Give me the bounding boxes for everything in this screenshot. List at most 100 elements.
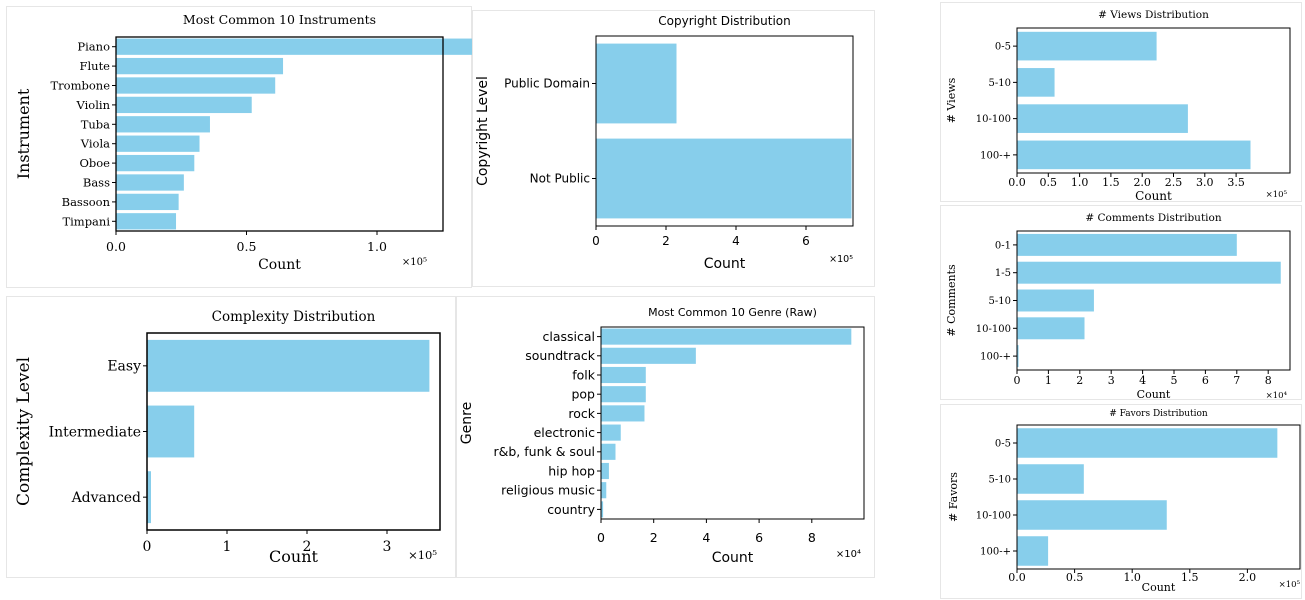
y-tick-label: religious music — [501, 483, 595, 498]
y-tick-label: 5-10 — [989, 475, 1011, 486]
chart-title: Most Common 10 Instruments — [183, 12, 376, 27]
y-tick-label: Flute — [80, 59, 111, 73]
x-tick-label: 8 — [1265, 374, 1272, 387]
x-tick-label: 0.5 — [1066, 571, 1084, 584]
x-tick-label: 0.0 — [106, 239, 126, 254]
bar-complexity-0 — [147, 339, 430, 392]
x-tick-label: 2 — [303, 539, 312, 555]
axis-multiplier: ×10⁵ — [1266, 190, 1288, 200]
y-tick-label: Advanced — [71, 490, 141, 506]
x-axis-label: Count — [1142, 581, 1176, 594]
y-tick-label: 10-100 — [976, 324, 1011, 335]
plot-frame — [1016, 424, 1301, 570]
x-tick-label: 8 — [808, 530, 816, 545]
y-tick-label: 1-5 — [995, 268, 1011, 279]
chart-title: # Favors Distribution — [1109, 409, 1208, 419]
plot-frame — [600, 326, 865, 520]
instruments-chart: Most Common 10 Instruments Piano Flute Trom… — [14, 12, 778, 273]
x-axis-label: Count — [712, 550, 754, 566]
genre-chart-panel: Most Common 10 Genre (Raw) classical sound… — [456, 296, 875, 578]
x-tick-label: 6 — [802, 234, 810, 248]
bar-complexity-2 — [147, 471, 151, 524]
axis-multiplier: ×10⁴ — [1266, 391, 1288, 401]
chart-title: # Comments Distribution — [1085, 212, 1221, 224]
x-tick-label: 3 — [383, 539, 392, 555]
x-tick-label: 1.0 — [1071, 176, 1089, 189]
x-tick-label: 1.0 — [1123, 571, 1141, 584]
bar-views-1 — [1017, 68, 1055, 97]
bar-instruments-2 — [116, 77, 276, 94]
y-tick-label: Easy — [107, 359, 141, 375]
instruments-chart-panel: Most Common 10 Instruments Piano Flute Trom… — [6, 6, 778, 288]
x-axis-label: Count — [704, 256, 746, 272]
bar-instruments-1 — [116, 57, 284, 75]
x-tick-label: 2.5 — [1165, 176, 1183, 189]
chart-title: Copyright Distribution — [658, 14, 790, 28]
bar-comments-2 — [1017, 289, 1094, 312]
plot-frame — [1016, 27, 1291, 174]
bar-instruments-5 — [116, 135, 200, 152]
complexity-chart-panel: Complexity Distribution Easy Intermediate A… — [6, 296, 456, 578]
x-tick-label: 0 — [592, 234, 600, 248]
comments-chart-panel: # Comments Distribution 0-1 1-5 5-10 10-100 1… — [940, 205, 1302, 401]
bar-instruments-9 — [116, 213, 177, 230]
bar-genre-9 — [601, 501, 604, 518]
x-tick-label: 0.0 — [1008, 176, 1026, 189]
x-tick-label: 1.0 — [367, 239, 387, 254]
x-tick-label: 0 — [1014, 374, 1021, 387]
y-tick-label: 5-10 — [989, 78, 1011, 89]
x-tick-label: 3.0 — [1196, 176, 1214, 189]
y-axis-label: # Views — [945, 77, 958, 123]
bar-favors-3 — [1017, 536, 1049, 566]
y-tick-label: hip hop — [548, 463, 595, 478]
x-tick-label: 0 — [143, 539, 152, 555]
x-tick-label: 0.5 — [1040, 176, 1058, 189]
copyright-chart: Copyright Distribution Public Domain Not P… — [475, 14, 854, 272]
comments-chart: # Comments Distribution 0-1 1-5 5-10 10-100 1… — [945, 212, 1291, 401]
bar-genre-1 — [601, 347, 696, 364]
y-tick-label: rock — [568, 406, 595, 421]
axis-multiplier: ×10⁴ — [836, 549, 861, 560]
bar-favors-2 — [1017, 500, 1167, 530]
bar-genre-5 — [601, 424, 621, 441]
bar-views-3 — [1017, 140, 1251, 170]
y-tick-label: Intermediate — [49, 424, 141, 440]
bar-complexity-1 — [147, 405, 195, 458]
y-tick-label: 0-1 — [995, 240, 1011, 251]
y-axis-label: Copyright Level — [475, 76, 491, 186]
y-tick-label: Trombone — [51, 79, 111, 93]
x-tick-label: 5 — [1171, 374, 1178, 387]
plot-frame — [115, 36, 444, 232]
x-axis-label: Count — [258, 257, 301, 273]
bar-views-2 — [1017, 104, 1188, 133]
bar-comments-1 — [1017, 261, 1281, 284]
bar-favors-1 — [1017, 464, 1084, 494]
y-axis-label: Genre — [459, 402, 475, 444]
bar-favors-0 — [1017, 428, 1278, 458]
y-tick-label: Oboe — [79, 156, 110, 170]
x-tick-label: 1 — [223, 539, 232, 555]
y-tick-label: Timpani — [62, 214, 110, 228]
bar-copyright-1 — [596, 138, 852, 219]
favors-chart-panel: # Favors Distribution 0-5 5-10 10-100 100-+ 0… — [940, 404, 1302, 599]
chart-title: Most Common 10 Genre (Raw) — [648, 306, 817, 319]
bar-instruments-8 — [116, 193, 179, 211]
chart-title: # Views Distribution — [1098, 9, 1209, 21]
bar-genre-6 — [601, 443, 616, 460]
x-tick-label: 1.5 — [1181, 571, 1199, 584]
bar-copyright-0 — [596, 43, 677, 124]
bar-genre-7 — [601, 462, 609, 480]
x-tick-label: 0.5 — [237, 239, 257, 254]
y-axis-label: Complexity Level — [14, 357, 34, 506]
x-tick-label: 2 — [650, 530, 658, 545]
y-tick-label: 0-5 — [995, 439, 1011, 450]
y-tick-label: Bassoon — [62, 195, 111, 209]
y-tick-label: Violin — [76, 98, 111, 112]
x-tick-label: 3.5 — [1227, 176, 1245, 189]
x-tick-label: 2.0 — [1239, 571, 1257, 584]
complexity-chart: Complexity Distribution Easy Intermediate A… — [14, 309, 441, 566]
y-tick-label: Piano — [77, 40, 110, 54]
bar-genre-0 — [601, 328, 852, 345]
bar-instruments-4 — [116, 116, 210, 133]
y-tick-label: 5-10 — [989, 296, 1011, 307]
